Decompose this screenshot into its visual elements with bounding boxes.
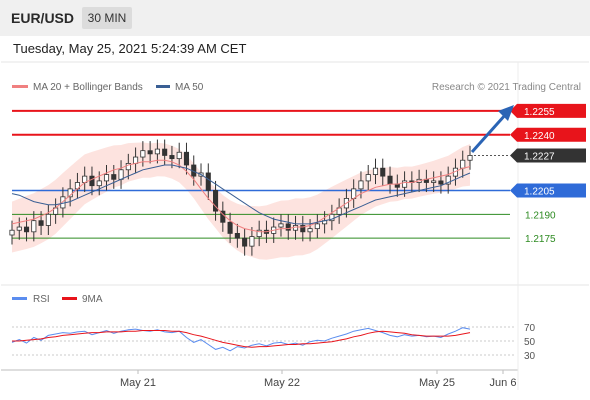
level-tag-0: 1.2255 [510,103,586,118]
candle-body [103,174,110,182]
candles-layer [9,139,473,256]
ma50-legend-label: MA 50 [175,82,204,93]
ma50-line [11,164,471,225]
candle-body [445,175,451,185]
candle-body [111,174,117,180]
x-axis: May 21 May 22 May 25 Jun 6 [120,370,517,389]
symbol-label: EUR/USD [11,10,75,26]
x-tick-label: May 22 [264,377,300,389]
candle-body [162,148,168,156]
candle-body [292,225,299,231]
ma20-legend-label: MA 20 + Bollinger Bands [33,82,143,93]
candle-body [176,151,182,160]
candle-body [380,167,386,177]
level-tag-1: 1.2240 [510,127,586,142]
bollinger-band-area [12,142,470,260]
x-tick-label: Jun 6 [490,377,517,389]
rsi-line [11,327,471,352]
level-label-1: 1.2240 [524,131,555,142]
candle-body [365,174,371,182]
rsi-layer: 70 50 30 [11,323,536,362]
candle-body [300,225,306,233]
x-tick-label: May 21 [120,377,156,389]
candle-body [467,155,473,161]
candle-body [89,175,95,187]
rsi-ma-legend-label: 9MA [82,294,103,305]
level-tag-3: 1.2205 [510,183,586,198]
level-label-0: 1.2255 [524,107,555,118]
candle-body [16,226,22,231]
candle-body [31,220,37,233]
rsi-tick-label: 50 [524,337,536,348]
candle-body [329,213,335,222]
candle-body [431,180,437,183]
candle-body [227,221,233,234]
candle-body [402,180,408,188]
candle-body [242,237,248,247]
rsi-ma-legend-swatch [62,297,77,300]
candle-body [372,167,379,175]
x-tick-label: May 25 [419,377,455,389]
rsi-tick-label: 70 [524,323,536,334]
candle-body [147,150,153,155]
candle-body [234,233,240,239]
candle-body [213,190,219,212]
candle-body [38,220,44,226]
chart-datetime: Tuesday, May 25, 2021 5:24:39 AM CET [13,41,247,56]
rsi-legend-label: RSI [33,294,50,305]
level-tag-2: 1.2227 [510,148,586,163]
candle-body [314,223,320,230]
timeframe-badge[interactable]: 30 MIN [82,7,132,29]
candle-body [387,175,393,185]
ma50-legend-swatch [156,85,170,88]
candle-body [118,169,124,180]
rsi-legend-swatch [12,297,27,300]
candle-body [358,180,364,190]
candle-body [9,229,15,236]
candle-body [438,180,444,185]
credit-text: Research © 2021 Trading Central [432,82,581,93]
candle-body [307,228,313,233]
candle-body [125,163,131,171]
candle-body [23,226,30,233]
candle-body [205,172,211,191]
candle-body [140,150,146,158]
level-label-5: 1.2175 [525,234,556,245]
level-tag-box-3 [510,183,586,198]
level-label-3: 1.2205 [524,186,555,197]
projection-arrow-shaft [470,112,508,154]
candle-body [45,213,51,226]
candle-body [460,159,466,169]
projection-arrow-head [498,105,514,121]
candle-body [183,151,190,166]
rsi-tick-label: 30 [524,351,536,362]
candle-body [256,229,262,237]
level-label-4: 1.2190 [525,210,556,221]
candle-body [278,223,284,228]
candle-body [154,148,160,155]
level-tag-box-2 [510,148,586,163]
ma20-legend-swatch [12,85,28,88]
candle-body [169,155,175,160]
bollinger-band-layer [12,142,470,260]
moving-average-layer [11,159,471,233]
level-tag-box-0 [510,103,586,118]
candle-body [96,180,102,187]
ma20-line [11,159,471,233]
candle-body [285,223,291,231]
candle-body [249,236,255,247]
rsi-ma-line [12,330,471,348]
level-label-2: 1.2227 [524,151,555,162]
candle-body [133,156,139,164]
level-tag-box-1 [510,127,586,142]
chart-header-bar: EUR/USD 30 MIN [0,0,590,36]
